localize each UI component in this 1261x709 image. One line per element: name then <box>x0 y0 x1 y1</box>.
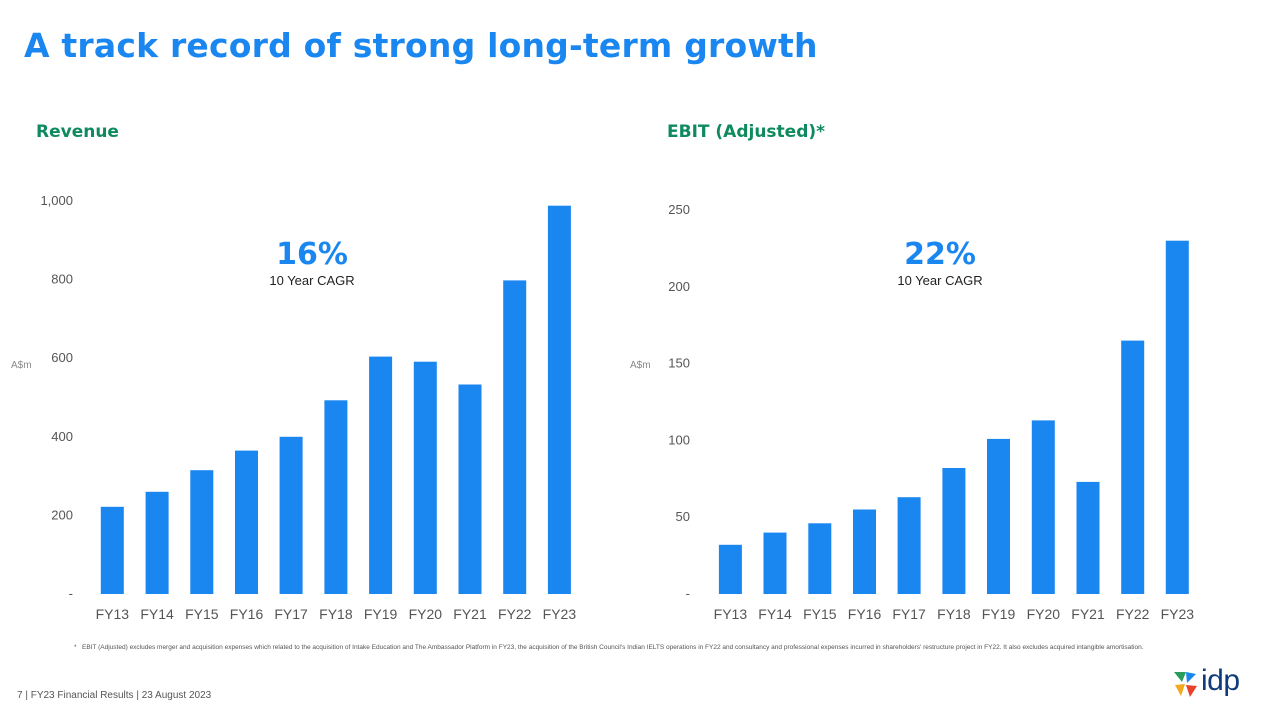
revenue-y-tick-label: 800 <box>51 272 73 287</box>
revenue-cagr-label: 10 Year CAGR <box>269 273 354 288</box>
revenue-y-tick-label: 400 <box>51 429 73 444</box>
ebit-bar <box>1121 340 1145 594</box>
footnote-mark: * <box>74 644 77 651</box>
revenue-x-tick-label: FY23 <box>543 606 577 622</box>
revenue-bar <box>369 356 393 594</box>
ebit-x-tick-label: FY23 <box>1161 606 1195 622</box>
revenue-bar <box>413 361 437 594</box>
ebit-bar <box>1076 481 1100 594</box>
idp-logo-icon <box>1174 672 1197 697</box>
revenue-x-tick-label: FY19 <box>364 606 398 622</box>
ebit-bar <box>897 497 921 594</box>
revenue-x-tick-label: FY20 <box>409 606 443 622</box>
ebit-y-tick-label: 100 <box>668 432 690 447</box>
ebit-bar <box>718 544 742 594</box>
ebit-x-tick-label: FY19 <box>982 606 1016 622</box>
revenue-bar <box>100 506 124 594</box>
revenue-bar <box>190 470 214 594</box>
ebit-bar <box>942 468 966 594</box>
revenue-bar <box>235 450 258 594</box>
ebit-x-tick-label: FY14 <box>758 606 792 622</box>
ebit-bar <box>1165 240 1189 594</box>
revenue-x-tick-label: FY17 <box>274 606 308 622</box>
ebit-y-tick-label: 200 <box>668 279 690 294</box>
ebit-y-tick-label: 150 <box>668 356 690 371</box>
ebit-y-tick-label: 250 <box>668 202 690 217</box>
revenue-x-tick-label: FY13 <box>96 606 130 622</box>
ebit-bar <box>987 438 1010 594</box>
revenue-chart-title: Revenue <box>36 122 119 142</box>
ebit-x-tick-label: FY20 <box>1027 606 1061 622</box>
revenue-bar <box>547 205 571 594</box>
revenue-bar <box>279 436 303 594</box>
ebit-y-tick-label: 50 <box>676 509 690 524</box>
ebit-cagr-value: 22% <box>904 237 976 272</box>
page-title: A track record of strong long-term growt… <box>24 26 818 65</box>
revenue-cagr-value: 16% <box>276 237 348 272</box>
page-footer: 7 | FY23 Financial Results | 23 August 2… <box>17 690 212 701</box>
revenue-y-tick-label: - <box>69 586 73 601</box>
revenue-x-tick-label: FY14 <box>140 606 174 622</box>
ebit-chart-title: EBIT (Adjusted)* <box>667 122 826 142</box>
ebit-x-tick-label: FY15 <box>803 606 837 622</box>
revenue-bar <box>503 280 527 594</box>
revenue-x-tick-label: FY22 <box>498 606 532 622</box>
revenue-x-tick-label: FY18 <box>319 606 353 622</box>
revenue-y-axis-label: A$m <box>11 360 32 371</box>
ebit-x-tick-label: FY21 <box>1071 606 1105 622</box>
ebit-x-tick-label: FY22 <box>1116 606 1150 622</box>
ebit-cagr-label: 10 Year CAGR <box>897 273 982 288</box>
ebit-x-tick-label: FY13 <box>714 606 748 622</box>
revenue-x-tick-label: FY21 <box>453 606 487 622</box>
ebit-x-tick-label: FY16 <box>848 606 882 622</box>
revenue-bar <box>324 400 348 594</box>
revenue-y-tick-label: 200 <box>51 507 73 522</box>
ebit-bar <box>853 509 876 594</box>
revenue-y-tick-label: 600 <box>51 350 73 365</box>
ebit-bar <box>1031 420 1055 594</box>
ebit-y-axis-label: A$m <box>630 360 651 371</box>
ebit-x-tick-label: FY18 <box>937 606 971 622</box>
footnote-text: EBIT (Adjusted) excludes merger and acqu… <box>82 644 1144 651</box>
ebit-x-tick-label: FY17 <box>892 606 926 622</box>
revenue-x-tick-label: FY16 <box>230 606 264 622</box>
revenue-y-tick-label: 1,000 <box>40 193 73 208</box>
revenue-x-tick-label: FY15 <box>185 606 219 622</box>
revenue-bar <box>145 491 169 594</box>
ebit-bar <box>808 523 832 594</box>
idp-logo: idp <box>1172 664 1252 702</box>
ebit-bar <box>763 532 787 594</box>
ebit-y-tick-label: - <box>686 586 690 601</box>
revenue-bar <box>458 384 482 594</box>
idp-logo-text: idp <box>1201 664 1240 697</box>
footnote: * EBIT (Adjusted) excludes merger and ac… <box>74 643 1232 652</box>
